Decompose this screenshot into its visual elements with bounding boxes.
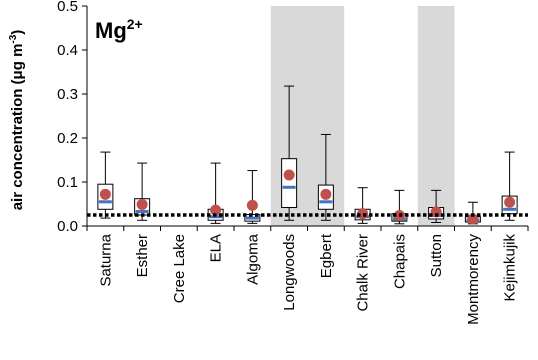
x-tick-label: Longwoods	[281, 234, 298, 311]
axis-layer	[82, 5, 529, 231]
mean-point	[210, 204, 222, 216]
x-tick-label: Algoma	[244, 233, 261, 285]
y-tick-label: 0.2	[57, 130, 78, 147]
y-tick-label: 0.1	[57, 174, 78, 191]
x-tick-label: Esther	[134, 234, 151, 277]
label-layer: 0.0 0.1 0.2 0.3 0.4 0.5 Saturna Esther Cree Lake…	[8, 0, 519, 325]
box-kejimkujik	[501, 151, 518, 221]
mean-point	[136, 198, 148, 210]
y-axis-label-close: )	[9, 30, 26, 35]
mean-point	[504, 196, 516, 208]
y-axis-label: air concentration (μg m-3)	[8, 30, 26, 211]
iqr-box	[281, 158, 298, 209]
mean-point	[246, 199, 258, 211]
box-saturna	[97, 151, 114, 219]
box-egbert	[317, 133, 334, 221]
chart-title-superscript: 2+	[127, 16, 143, 32]
x-tick-label: Saturna	[97, 233, 114, 286]
mean-point	[320, 188, 332, 200]
box-layer	[97, 85, 518, 225]
shade-layer	[270, 6, 455, 226]
chart-title: Mg2+	[95, 16, 143, 43]
y-tick-label: 0.3	[57, 86, 78, 103]
x-tick-label: Sutton	[428, 234, 445, 277]
y-axis-label-text: air concentration (μg m	[9, 44, 26, 211]
x-tick-label: Montmorency	[465, 234, 482, 325]
mean-point	[430, 206, 442, 218]
y-tick-label: 0.4	[57, 42, 78, 59]
y-tick-label: 0.0	[57, 218, 78, 235]
x-tick-label: Cree Lake	[171, 234, 188, 303]
box-chalk-river	[354, 187, 371, 224]
x-tick-label: Chalk River	[355, 234, 372, 312]
box-esther	[134, 162, 151, 221]
x-tick-label: Kejimkujik	[502, 234, 519, 302]
box-algoma	[244, 170, 261, 224]
chart-title-base: Mg	[95, 18, 127, 43]
x-tick-label: Egbert	[318, 233, 335, 278]
shaded-column-sutton	[417, 6, 455, 226]
y-tick-label: 0.5	[57, 0, 78, 15]
y-axis-label-superscript: -3	[8, 34, 19, 43]
x-tick-label: Chapais	[391, 234, 408, 289]
mean-point	[283, 169, 295, 181]
box-longwoods	[281, 85, 298, 221]
x-tick-label: ELA	[208, 234, 225, 262]
box-chapais	[391, 189, 408, 225]
mean-point	[467, 213, 479, 225]
box-montmorency	[464, 201, 481, 225]
mean-point	[99, 188, 111, 200]
